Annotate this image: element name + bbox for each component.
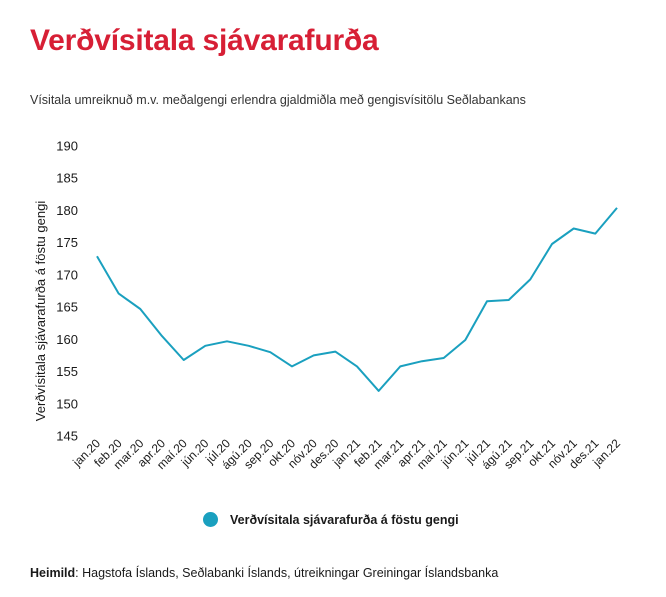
y-tick-label: 180: [56, 203, 78, 218]
source-text: : Hagstofa Íslands, Seðlabanki Íslands, …: [75, 566, 499, 580]
y-tick-label: 165: [56, 300, 78, 315]
y-axis-ticks: 145 150 155 160 165 170 175 180 185 190: [56, 139, 78, 444]
line-chart: Verðvísitala sjávarafurða á föstu gengi …: [33, 139, 623, 473]
y-tick-label: 150: [56, 396, 78, 411]
source-label: Heimild: [30, 566, 76, 580]
legend: Verðvísitala sjávarafurða á föstu gengi: [203, 512, 459, 527]
y-tick-label: 155: [56, 364, 78, 379]
chart-subtitle: Vísitala umreiknuð m.v. meðalgengi erlen…: [30, 93, 526, 107]
y-tick-label: 185: [56, 171, 78, 186]
series-group: [96, 207, 618, 392]
y-axis-title: Verðvísitala sjávarafurða á föstu gengi: [33, 201, 48, 422]
y-tick-label: 190: [56, 139, 78, 154]
chart-title: Verðvísitala sjávarafurða: [30, 24, 379, 57]
y-tick-label: 145: [56, 429, 78, 444]
y-tick-label: 160: [56, 332, 78, 347]
x-axis-ticks: jan.20feb.20mar.20apr.20maí.20jún.20júl.…: [69, 436, 623, 472]
legend-marker: [203, 512, 218, 527]
y-tick-label: 170: [56, 267, 78, 282]
legend-label: Verðvísitala sjávarafurða á föstu gengi: [230, 512, 459, 527]
y-tick-label: 175: [56, 235, 78, 250]
series-line: [96, 207, 618, 392]
source-note: Heimild: Hagstofa Íslands, Seðlabanki Ís…: [30, 566, 498, 580]
y-axis-title-group: Verðvísitala sjávarafurða á föstu gengi: [33, 201, 48, 422]
